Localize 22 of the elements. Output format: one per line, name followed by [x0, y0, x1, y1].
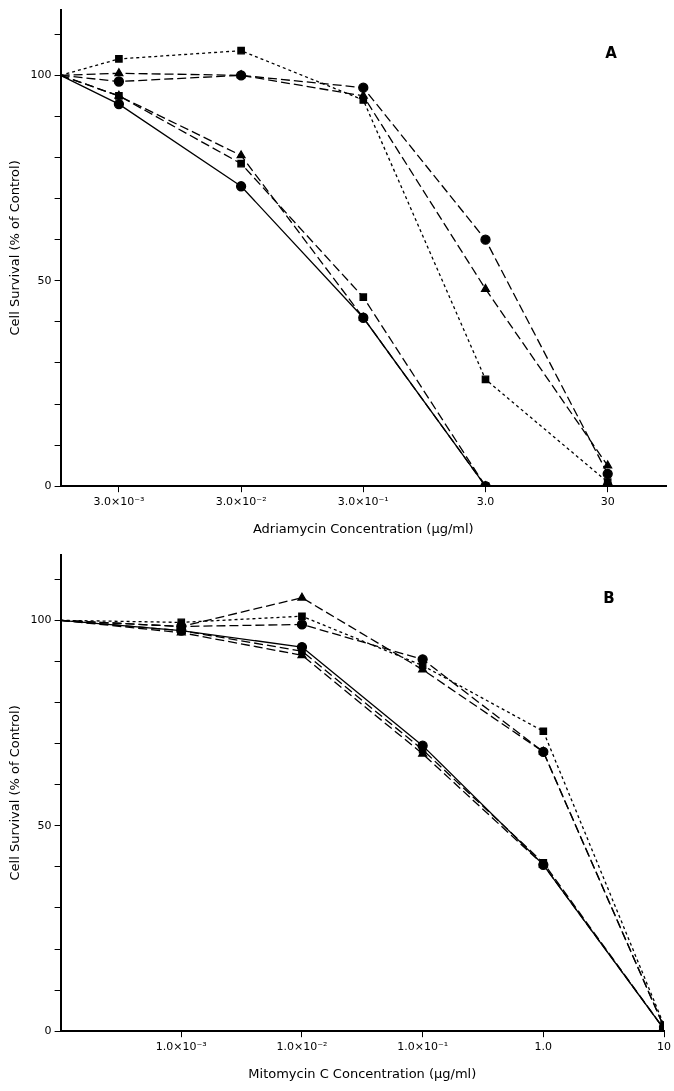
y-tick-label: 50 [37, 273, 52, 287]
y-tick-label: 0 [44, 479, 52, 493]
y-tick-label: 100 [30, 68, 52, 82]
annotation: A [605, 44, 618, 63]
x-axis-title: Adriamycin Concentration (μg/ml) [252, 520, 474, 536]
x-axis-title: Mitomycin C Concentration (μg/ml) [248, 1065, 477, 1081]
y-axis-title: Cell Survival (% of Control) [7, 160, 23, 336]
y-tick-label: 50 [37, 818, 52, 832]
x-tick-label: 1.0×10⁻² [276, 1039, 328, 1053]
y-axis-title: Cell Survival (% of Control) [7, 705, 23, 881]
x-tick-label: 1.0×10⁻³ [155, 1039, 207, 1053]
y-tick-label: 100 [30, 613, 52, 627]
annotation: B [603, 589, 615, 608]
x-tick-label: 1.0×10⁻¹ [397, 1039, 449, 1053]
x-tick-label: 10 [657, 1039, 671, 1053]
y-tick-label: 0 [44, 1024, 52, 1038]
x-tick-label: 3.0 [476, 494, 495, 508]
x-tick-label: 3.0×10⁻¹ [337, 494, 389, 508]
x-tick-label: 30 [600, 494, 615, 508]
x-tick-label: 1.0 [534, 1039, 553, 1053]
x-tick-label: 3.0×10⁻³ [93, 494, 145, 508]
x-tick-label: 3.0×10⁻² [215, 494, 267, 508]
